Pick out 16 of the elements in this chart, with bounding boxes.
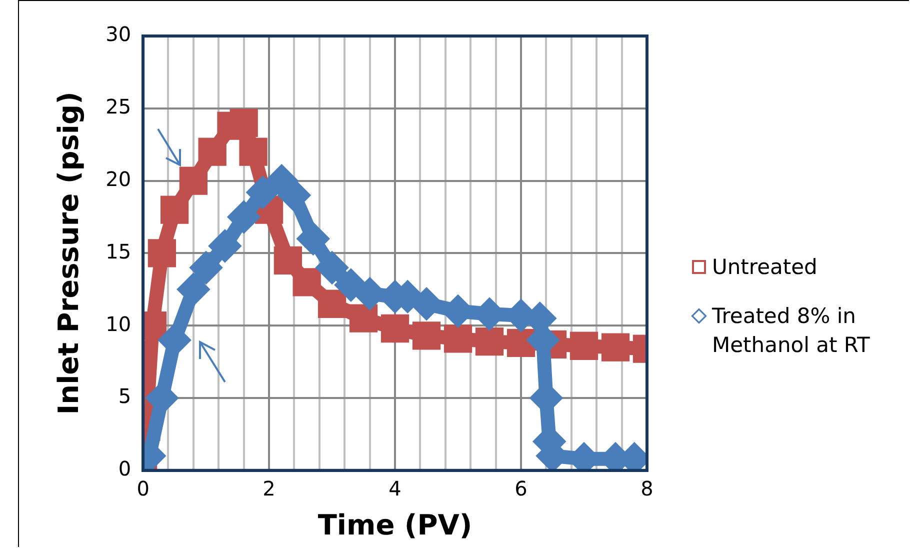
x-tick-label: 2 (262, 476, 276, 501)
legend-label: Untreated (712, 254, 818, 281)
x-tick-label: 6 (514, 476, 528, 501)
x-tick-label: 0 (136, 476, 150, 501)
y-tick-label: 10 (106, 312, 132, 336)
x-tick-label: 8 (640, 476, 654, 501)
y-tick-label: 30 (106, 22, 132, 46)
legend-label: Treated 8% in Methanol at RT (712, 303, 871, 359)
x-axis-title: Time (PV) (318, 508, 472, 542)
y-axis-title: Inlet Pressure (psig) (52, 92, 86, 415)
x-tick-label: 4 (388, 476, 402, 501)
y-tick-label: 20 (106, 167, 132, 192)
y-tick-label: 15 (106, 239, 132, 264)
y-tick-label: 25 (106, 94, 132, 119)
y-tick-label: 5 (118, 384, 132, 408)
y-tick-label: 0 (118, 456, 132, 481)
